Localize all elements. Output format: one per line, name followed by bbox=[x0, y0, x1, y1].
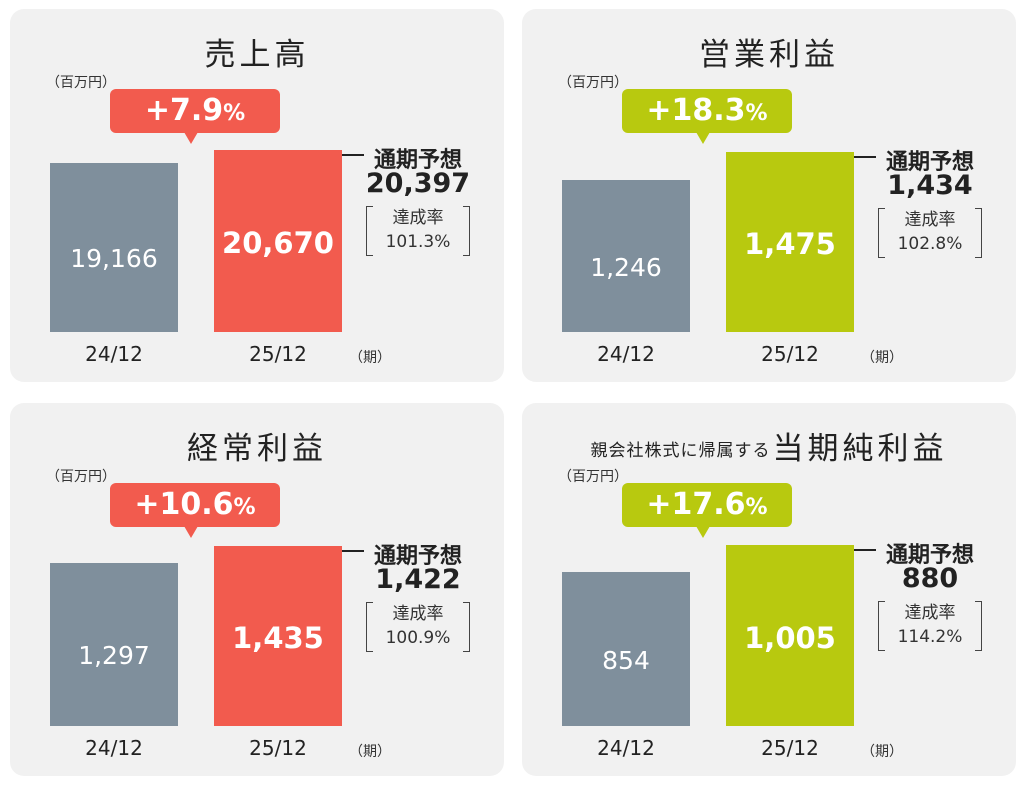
x-tick-label: 24/12 bbox=[597, 736, 655, 760]
forecast-label: 通期予想 bbox=[885, 149, 974, 175]
chart-title: 営業利益 bbox=[699, 37, 839, 73]
bar-previous: 19,166 bbox=[50, 163, 178, 332]
chart-title: 経常利益 bbox=[187, 431, 327, 467]
bar-current: 20,670 bbox=[214, 150, 342, 332]
bar-value-label: 1,475 bbox=[744, 227, 836, 262]
forecast-value: 1,422 bbox=[375, 563, 461, 595]
x-tick-label: 24/12 bbox=[85, 736, 143, 760]
forecast-value: 1,434 bbox=[887, 169, 973, 201]
forecast-connector bbox=[854, 548, 876, 551]
bar-value-label: 1,005 bbox=[744, 620, 836, 655]
unit-label: （百万円） bbox=[558, 75, 628, 91]
bar-previous: 1,246 bbox=[562, 179, 690, 332]
forecast-label: 通期予想 bbox=[885, 542, 974, 568]
achievement-rate: 101.3% bbox=[385, 232, 451, 253]
forecast-label: 通期予想 bbox=[373, 148, 462, 174]
chart-title-prefix: 親会社株式に帰属する bbox=[590, 441, 771, 461]
x-tick-label: 25/12 bbox=[761, 736, 819, 760]
achievement-box: 達成率 102.8% bbox=[878, 207, 982, 258]
achievement-box: 達成率 114.2% bbox=[878, 600, 982, 651]
period-label: （期） bbox=[349, 350, 391, 366]
achievement-box: 達成率 100.9% bbox=[366, 601, 470, 652]
forecast-connector bbox=[342, 549, 364, 552]
x-tick-label: 24/12 bbox=[597, 342, 655, 366]
x-tick-label: 25/12 bbox=[249, 736, 307, 760]
forecast-value: 20,397 bbox=[365, 168, 471, 200]
achievement-label: 達成率 bbox=[392, 603, 444, 624]
bar-previous: 1,297 bbox=[50, 562, 178, 726]
growth-badge: +17.6% bbox=[622, 483, 792, 538]
panel-net-income: 親会社株式に帰属する当期純利益 （百万円） +17.6% 854 1,005 通… bbox=[522, 403, 1016, 776]
achievement-box: 達成率 101.3% bbox=[366, 206, 470, 257]
period-label: （期） bbox=[349, 744, 391, 760]
bar-value-label: 1,435 bbox=[232, 621, 324, 656]
achievement-rate: 114.2% bbox=[897, 626, 963, 647]
forecast-label: 通期予想 bbox=[373, 543, 462, 569]
chart-title: 親会社株式に帰属する当期純利益 bbox=[590, 431, 948, 467]
unit-label: （百万円） bbox=[46, 75, 116, 91]
bar-previous: 854 bbox=[562, 572, 690, 726]
bar-value-label: 854 bbox=[602, 645, 650, 675]
forecast-value: 880 bbox=[901, 562, 959, 594]
growth-badge: +10.6% bbox=[110, 483, 280, 538]
growth-badge: +7.9% bbox=[110, 89, 280, 144]
period-label: （期） bbox=[861, 350, 903, 366]
forecast-connector bbox=[342, 154, 364, 157]
x-tick-label: 25/12 bbox=[761, 342, 819, 366]
panel-ordinary-profit: 経常利益 （百万円） +10.6% 1,297 1,435 通期予想 1,422… bbox=[10, 403, 504, 776]
chart-title: 売上高 bbox=[204, 37, 310, 73]
bar-current: 1,475 bbox=[726, 151, 854, 332]
bar-value-label: 1,297 bbox=[78, 641, 150, 671]
x-tick-label: 25/12 bbox=[249, 342, 307, 366]
bar-value-label: 20,670 bbox=[222, 226, 334, 261]
achievement-rate: 100.9% bbox=[385, 627, 451, 648]
bar-value-label: 1,246 bbox=[590, 252, 662, 282]
unit-label: （百万円） bbox=[46, 469, 116, 485]
achievement-label: 達成率 bbox=[904, 602, 956, 623]
period-label: （期） bbox=[861, 744, 903, 760]
achievement-label: 達成率 bbox=[904, 209, 956, 230]
bar-current: 1,435 bbox=[214, 545, 342, 726]
unit-label: （百万円） bbox=[558, 469, 628, 485]
x-tick-label: 24/12 bbox=[85, 342, 143, 366]
forecast-connector bbox=[854, 155, 876, 158]
panel-operating-profit: 営業利益 （百万円） +18.3% 1,246 1,475 通期予想 1,434… bbox=[522, 9, 1016, 382]
bar-current: 1,005 bbox=[726, 544, 854, 726]
panel-net-sales: 売上高 （百万円） +7.9% 19,166 20,670 通期予想 20,39… bbox=[10, 9, 504, 382]
growth-badge: +18.3% bbox=[622, 89, 792, 144]
achievement-label: 達成率 bbox=[392, 208, 444, 229]
achievement-rate: 102.8% bbox=[897, 233, 963, 254]
bar-value-label: 19,166 bbox=[70, 244, 158, 274]
